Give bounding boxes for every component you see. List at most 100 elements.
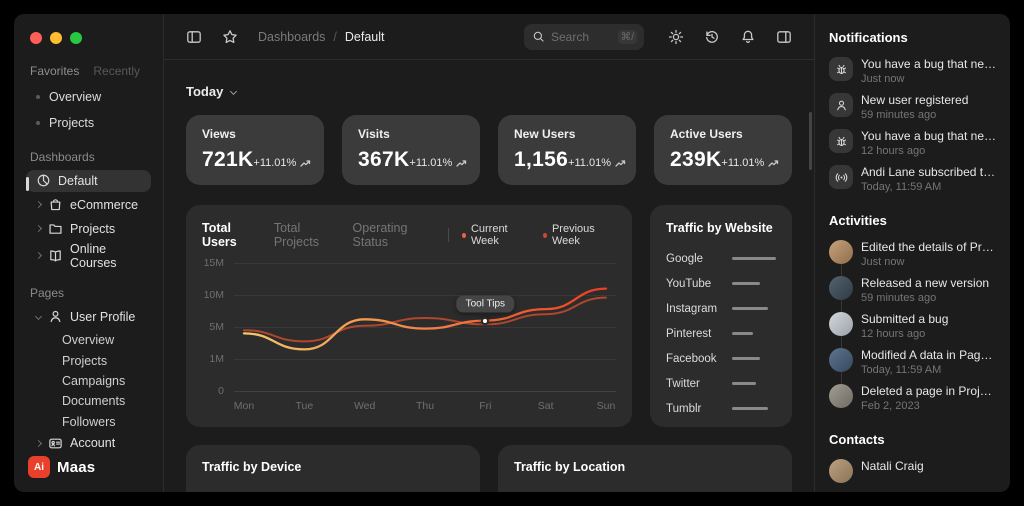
traffic-row-youtube: YouTube — [666, 271, 776, 296]
folder-icon — [48, 221, 63, 236]
avatar — [829, 240, 853, 264]
period-label: Today — [186, 84, 224, 99]
theme-toggle-icon[interactable] — [664, 25, 688, 49]
sidebar-item-default[interactable]: Default — [26, 170, 151, 192]
contact-item[interactable]: Natali Craig — [829, 459, 996, 483]
traffic-row-pinterest: Pinterest — [666, 321, 776, 346]
notifications-bell-icon[interactable] — [736, 25, 760, 49]
stat-card-views[interactable]: Views 721K +11.01% — [186, 115, 324, 185]
tab-operating-status[interactable]: Operating Status — [352, 221, 408, 249]
app-window: Favorites Recently Overview Projects Das… — [14, 14, 1010, 492]
activity-item[interactable]: Released a new version 59 minutes ago — [829, 276, 996, 304]
activity-text: Modified A data in Page X — [861, 348, 996, 362]
stat-label: Visits — [358, 127, 390, 141]
divider — [447, 228, 449, 242]
search-shortcut: ⌘/ — [617, 29, 637, 44]
period-dropdown[interactable]: Today — [186, 84, 238, 99]
sidebar-subitem-campaigns[interactable]: Campaigns — [26, 371, 151, 391]
toggle-left-sidebar-button[interactable] — [182, 25, 206, 49]
search-box[interactable]: ⌘/ — [524, 23, 644, 50]
tab-total-users[interactable]: Total Users — [202, 221, 237, 249]
sidebar-item-label: Account — [70, 436, 116, 451]
tab-total-projects[interactable]: Total Projects — [273, 221, 319, 249]
search-icon — [532, 30, 545, 43]
breadcrumb-current[interactable]: Default — [344, 29, 385, 44]
chevron-down-icon — [34, 313, 43, 321]
history-icon[interactable] — [700, 25, 724, 49]
activity-item[interactable]: Edited the details of Project X Just now — [829, 240, 996, 268]
id-card-icon — [48, 436, 63, 451]
activity-item[interactable]: Submitted a bug 12 hours ago — [829, 312, 996, 340]
favorite-star-icon[interactable] — [218, 25, 242, 49]
logo-name: Maas — [57, 458, 96, 476]
minimize-window-button[interactable] — [50, 32, 62, 44]
sidebar-subitem-followers[interactable]: Followers — [26, 412, 151, 432]
avatar — [829, 348, 853, 372]
main-area: Dashboards / Default ⌘/ — [164, 14, 814, 492]
sidebar-filter-tabs: Favorites Recently — [30, 64, 147, 78]
traffic-row-tumblr: Tumblr — [666, 396, 776, 421]
sidebar-item-account[interactable]: Account — [26, 432, 151, 454]
sidebar-item-label: Documents — [62, 394, 126, 409]
notification-item[interactable]: You have a bug that needs t... Just now — [829, 57, 996, 85]
stat-delta: +11.01% — [568, 157, 627, 169]
left-sidebar: Favorites Recently Overview Projects Das… — [14, 14, 164, 492]
sidebar-item-overview[interactable]: Overview — [26, 84, 151, 110]
bullet-icon — [36, 95, 40, 99]
stat-label: Active Users — [670, 127, 743, 141]
toggle-right-panel-button[interactable] — [772, 25, 796, 49]
stat-delta: +11.01% — [721, 157, 780, 169]
avatar — [829, 459, 853, 483]
sidebar-item-user-profile[interactable]: User Profile — [26, 306, 151, 328]
zoom-window-button[interactable] — [70, 32, 82, 44]
bug-icon — [829, 57, 853, 81]
stat-card-new-users[interactable]: New Users 1,156 +11.01% — [498, 115, 636, 185]
notification-time: Just now — [861, 73, 905, 85]
sidebar-item-projects[interactable]: Projects — [26, 110, 151, 136]
sidebar-subitem-projects[interactable]: Projects — [26, 350, 151, 370]
close-window-button[interactable] — [30, 32, 42, 44]
app-logo: Ai Maas — [26, 456, 151, 479]
notification-item[interactable]: New user registered 59 minutes ago — [829, 93, 996, 121]
stat-card-visits[interactable]: Visits 367K +11.01% — [342, 115, 480, 185]
stat-card-active-users[interactable]: Active Users 239K +11.01% — [654, 115, 792, 185]
user-icon — [48, 309, 63, 324]
activity-time: Today, 11:59 AM — [861, 364, 942, 376]
bullet-icon — [36, 121, 40, 125]
logo-badge: Ai — [28, 456, 50, 479]
traffic-bar — [732, 407, 769, 410]
notification-item[interactable]: You have a bug that needs t... 12 hours … — [829, 129, 996, 157]
tab-favorites[interactable]: Favorites — [30, 64, 80, 78]
chevron-right-icon — [34, 201, 43, 209]
activity-text: Deleted a page in Project X — [861, 384, 996, 398]
activity-time: 12 hours ago — [861, 328, 926, 340]
section-title-dashboards: Dashboards — [30, 150, 95, 164]
sidebar-item-online-courses[interactable]: Online Courses — [26, 242, 151, 270]
sidebar-item-label: Campaigns — [62, 373, 126, 388]
search-input[interactable] — [551, 29, 612, 44]
activity-time: Feb 2, 2023 — [861, 400, 920, 412]
tab-recently[interactable]: Recently — [93, 64, 141, 78]
trend-up-icon — [300, 159, 311, 167]
activity-item[interactable]: Modified A data in Page X Today, 11:59 A… — [829, 348, 996, 376]
stat-value: 1,156 — [514, 148, 569, 171]
sidebar-item-ecommerce[interactable]: eCommerce — [26, 194, 151, 216]
sidebar-subitem-overview[interactable]: Overview — [26, 330, 151, 350]
line-chart — [244, 263, 606, 391]
notification-time: Today, 11:59 AM — [861, 181, 942, 193]
broadcast-icon — [829, 165, 853, 189]
sidebar-item-label: Followers — [62, 414, 116, 429]
legend-previous-week: Previous Week — [542, 223, 616, 247]
notification-text: You have a bug that needs t... — [861, 57, 996, 71]
stat-delta: +11.01% — [253, 157, 312, 169]
sidebar-subitem-documents[interactable]: Documents — [26, 391, 151, 411]
breadcrumb-parent[interactable]: Dashboards — [258, 29, 326, 44]
scrollbar-thumb[interactable] — [809, 112, 812, 170]
activities-list: Edited the details of Project X Just now… — [829, 240, 996, 412]
sidebar-item-dash-projects[interactable]: Projects — [26, 218, 151, 240]
breadcrumb-separator: / — [333, 29, 337, 44]
activity-item[interactable]: Deleted a page in Project X Feb 2, 2023 — [829, 384, 996, 412]
breadcrumb: Dashboards / Default — [258, 30, 385, 44]
notification-item[interactable]: Andi Lane subscribed to you Today, 11:59… — [829, 165, 996, 193]
chart-tooltip: Tool Tips — [456, 295, 515, 313]
